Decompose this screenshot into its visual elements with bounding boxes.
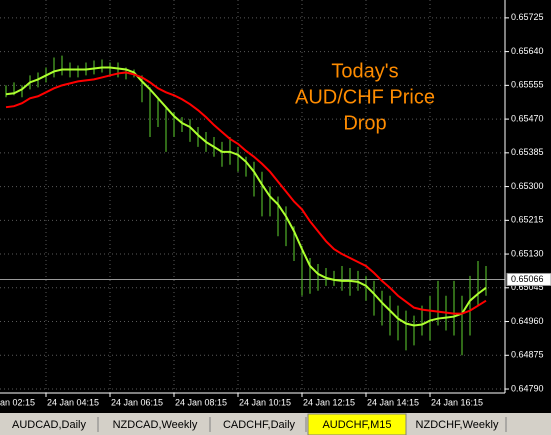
y-tick-label: 0.65470 (511, 113, 544, 123)
tab-bar (0, 413, 551, 435)
y-tick-label: 0.65385 (511, 147, 544, 157)
x-tick-label: 24 Jan 06:15 (111, 397, 163, 407)
x-tick-label: 24 Jan 04:15 (47, 397, 99, 407)
y-tick-label: 0.65215 (511, 215, 544, 225)
y-tick-label: 0.65555 (511, 80, 544, 90)
tab-label[interactable]: NZDCHF,Weekly (416, 419, 499, 431)
annotation-line: Today's (331, 60, 398, 82)
current-price-box (506, 272, 551, 286)
current-price-label: 0.65066 (511, 274, 544, 284)
moving-average (5, 71, 487, 315)
x-tick-label: 24 Jan 02:15 (0, 397, 35, 407)
y-tick-label: 0.65640 (511, 46, 544, 56)
tab-label[interactable]: AUDCAD,Daily (12, 419, 86, 431)
y-tick-label: 0.64960 (511, 316, 544, 326)
moving-average (5, 66, 487, 327)
x-tick-label: 24 Jan 08:15 (175, 397, 227, 407)
y-tick-label: 0.64875 (511, 350, 544, 360)
tab-label[interactable]: CADCHF,Daily (223, 419, 296, 431)
annotation-line: AUD/CHF Price (295, 86, 435, 108)
tab-label[interactable]: AUDCHF,M15 (322, 419, 391, 431)
annotation-line: Drop (343, 112, 386, 134)
y-tick-label: 0.64790 (511, 383, 544, 393)
tab-label[interactable]: NZDCAD,Weekly (113, 419, 198, 431)
x-tick-label: 24 Jan 16:15 (431, 397, 483, 407)
y-tick-label: 0.65300 (511, 181, 544, 191)
tab-active (307, 413, 407, 435)
x-tick-label: 24 Jan 12:15 (303, 397, 355, 407)
y-tick-label: 0.65045 (511, 282, 544, 292)
x-tick-label: 24 Jan 14:15 (367, 397, 419, 407)
y-tick-label: 0.65725 (511, 12, 544, 22)
annotation: Today's AUD/CHF Price Drop (295, 60, 435, 134)
x-tick-label: 24 Jan 10:15 (239, 397, 291, 407)
y-tick-label: 0.65130 (511, 248, 544, 258)
